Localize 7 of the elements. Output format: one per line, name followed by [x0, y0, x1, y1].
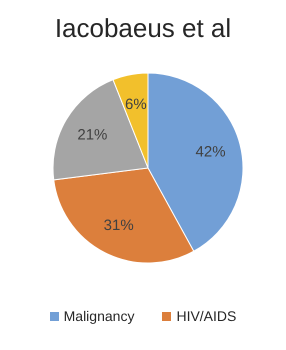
data-label: 31%: [104, 217, 134, 234]
data-label: 6%: [125, 96, 147, 114]
data-label: 21%: [77, 126, 108, 144]
data-label: 42%: [196, 143, 226, 160]
chart-title: Iacobaeus et al: [54, 12, 232, 45]
legend-label: Malignancy: [62, 308, 134, 324]
legend-label: HIV/AIDS: [175, 308, 236, 324]
